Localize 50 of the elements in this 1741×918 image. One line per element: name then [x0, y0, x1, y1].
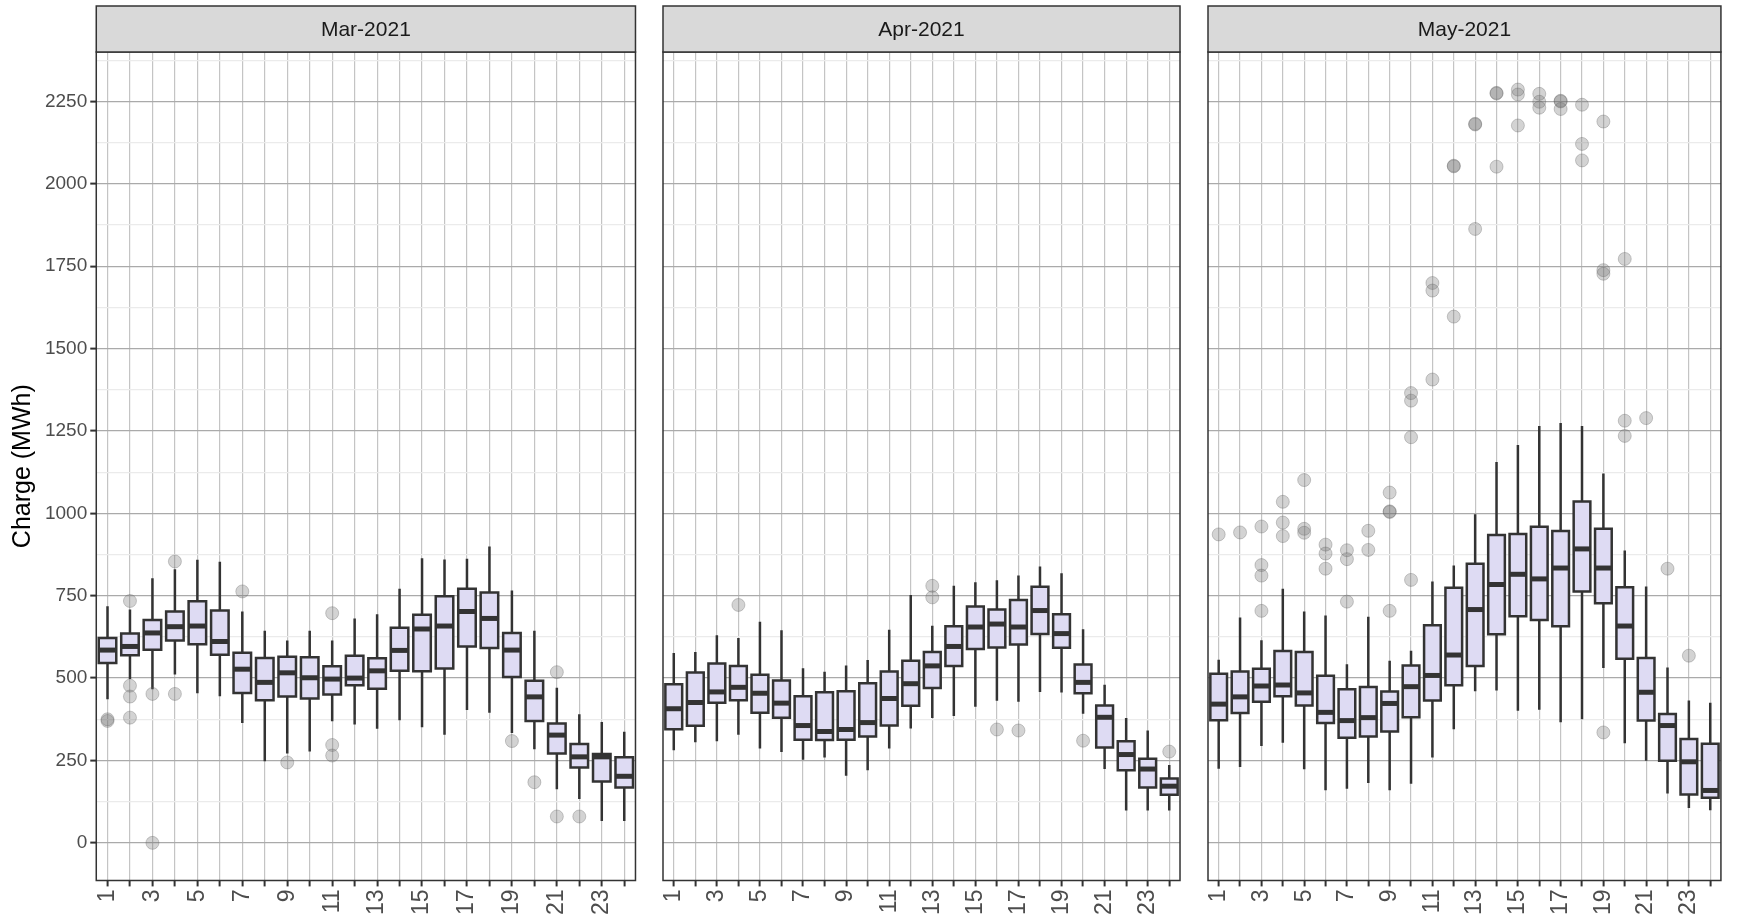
x-tick-label: 21 — [1631, 889, 1658, 916]
x-tick-label: 17 — [1003, 889, 1030, 916]
x-tick-label: 5 — [745, 889, 772, 903]
y-tick-label: 750 — [55, 583, 88, 605]
x-tick-label: 23 — [587, 889, 614, 916]
x-tick-label: 13 — [362, 889, 389, 916]
x-tick-label: 11 — [1417, 889, 1444, 914]
x-tick-label: 7 — [788, 889, 815, 903]
x-tick-label: 21 — [542, 889, 569, 916]
y-tick-label: 250 — [55, 748, 88, 770]
x-tick-label: 3 — [702, 889, 729, 903]
x-tick-label: 13 — [1460, 889, 1487, 916]
chart-title: Mar-2021 — [320, 16, 411, 40]
x-tick-label: 15 — [407, 889, 434, 916]
y-tick-label: 1000 — [44, 501, 88, 523]
y-tick-label: 2250 — [44, 89, 88, 111]
x-tick-label: 9 — [831, 889, 858, 903]
y-tick-label: 1500 — [44, 336, 88, 358]
y-tick-label: 1250 — [44, 419, 88, 441]
x-tick-label: 19 — [1588, 889, 1615, 916]
x-tick-label: 7 — [227, 889, 254, 903]
y-tick-label: 1750 — [44, 254, 88, 276]
x-tick-label: 15 — [960, 889, 987, 916]
y-tick-label: 2000 — [44, 172, 88, 194]
x-tick-label: 11 — [317, 889, 344, 914]
x-tick-label: 5 — [1289, 889, 1316, 903]
x-tick-label: 7 — [1332, 889, 1359, 903]
x-tick-label: 21 — [1089, 889, 1116, 916]
x-tick-label: 23 — [1133, 889, 1160, 916]
y-tick-label: 0 — [76, 831, 88, 853]
x-tick-label: 19 — [1046, 889, 1073, 916]
x-tick-label: 11 — [874, 889, 901, 914]
chart-title: Apr-2021 — [878, 16, 965, 40]
chart-title: May-2021 — [1417, 16, 1512, 40]
x-tick-label: 17 — [1545, 889, 1572, 916]
x-tick-label: 3 — [1246, 889, 1273, 903]
x-tick-label: 13 — [917, 889, 944, 916]
x-tick-label: 9 — [272, 889, 299, 903]
x-tick-label: 5 — [182, 889, 209, 903]
y-axis-title: Charge (MWh) — [6, 384, 35, 549]
x-tick-label: 3 — [137, 889, 164, 903]
x-tick-label: 17 — [452, 889, 479, 916]
x-tick-label: 1 — [92, 889, 119, 903]
x-tick-label: 19 — [497, 889, 524, 916]
x-tick-label: 23 — [1674, 889, 1701, 916]
y-tick-label: 500 — [55, 666, 88, 688]
x-tick-label: 15 — [1503, 889, 1530, 916]
x-tick-label: 1 — [1204, 889, 1231, 903]
x-tick-label: 9 — [1375, 889, 1402, 903]
x-tick-label: 1 — [659, 889, 686, 903]
